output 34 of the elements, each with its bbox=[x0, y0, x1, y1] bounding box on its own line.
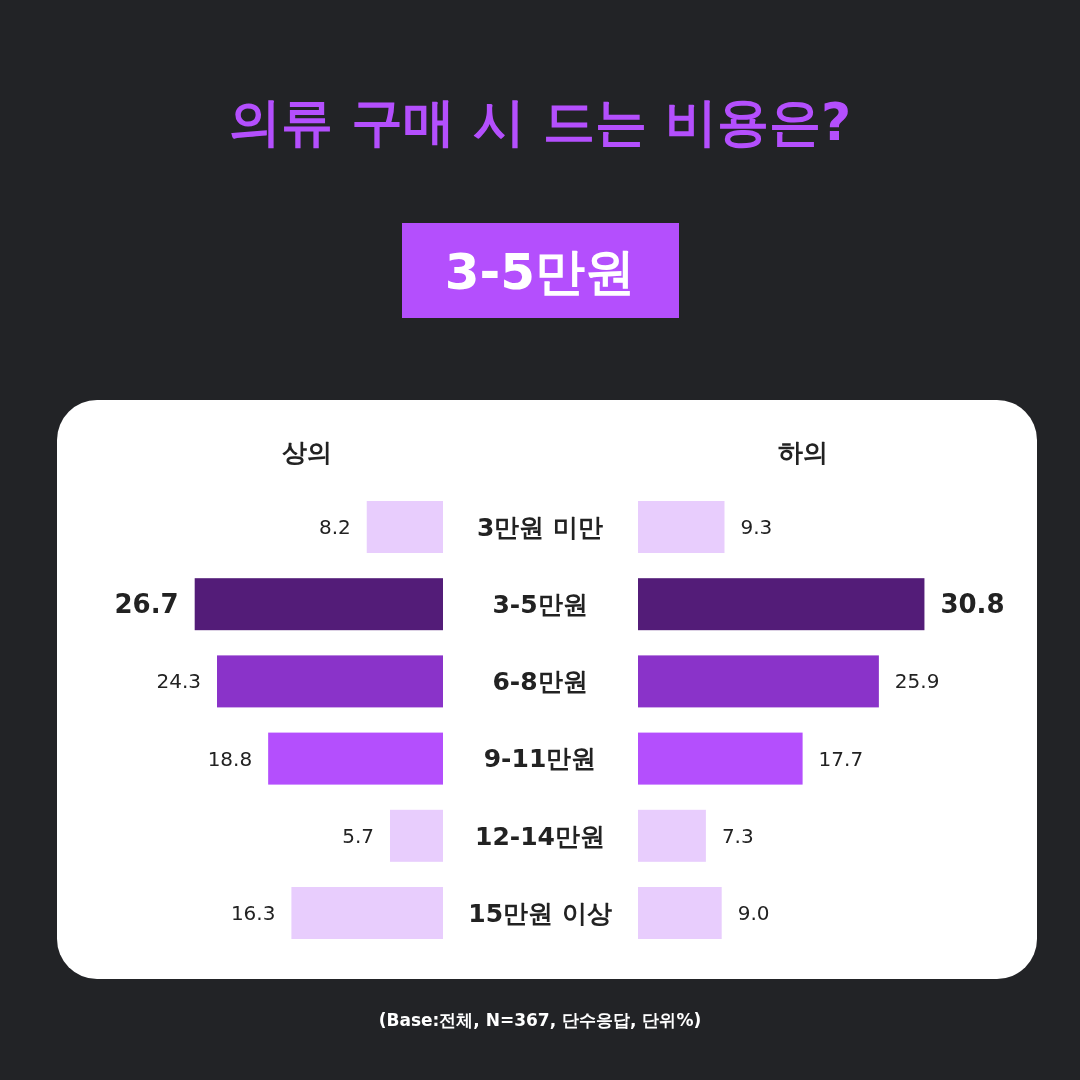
bar bbox=[194, 578, 443, 631]
bar bbox=[268, 732, 443, 785]
data-label: 24.3 bbox=[156, 669, 202, 694]
bar bbox=[366, 501, 443, 553]
data-label: 5.7 bbox=[342, 823, 374, 848]
data-label: 18.8 bbox=[207, 746, 253, 771]
y-tick-label: 6-8만원 bbox=[492, 667, 588, 697]
data-label: 7.3 bbox=[721, 823, 754, 848]
data-label: 25.9 bbox=[894, 669, 940, 694]
y-tick-label: 15만원 이상 bbox=[468, 898, 612, 928]
bar bbox=[638, 887, 722, 939]
y-tick-label: 12-14만원 bbox=[475, 821, 605, 851]
data-label: 26.7 bbox=[114, 589, 179, 620]
y-tick-label: 3만원 미만 bbox=[476, 512, 604, 542]
bar bbox=[389, 809, 443, 862]
y-tick-label: 9-11만원 bbox=[483, 744, 597, 774]
text: (Base:전체, N=367, 단수응답, 단위%) bbox=[378, 1009, 702, 1030]
bar bbox=[638, 732, 803, 785]
x-axis-title: 하의 bbox=[778, 437, 828, 467]
data-label: 17.7 bbox=[818, 746, 864, 771]
data-label: 9.3 bbox=[740, 515, 773, 539]
data-label: 30.8 bbox=[940, 589, 1005, 620]
data-label: 8.2 bbox=[318, 515, 351, 539]
data-label: 16.3 bbox=[230, 901, 276, 925]
bar bbox=[638, 655, 879, 708]
x-axis-title: 상의 bbox=[282, 437, 332, 467]
chart-title: 의류 구매 시 드는 비용은? bbox=[228, 92, 852, 153]
bar bbox=[638, 578, 925, 631]
bar bbox=[217, 655, 443, 708]
bar bbox=[638, 501, 725, 553]
y-tick-label: 3-5만원 bbox=[492, 589, 588, 619]
data-label: 9.0 bbox=[737, 901, 770, 925]
bar bbox=[291, 887, 443, 939]
bar bbox=[638, 809, 706, 862]
